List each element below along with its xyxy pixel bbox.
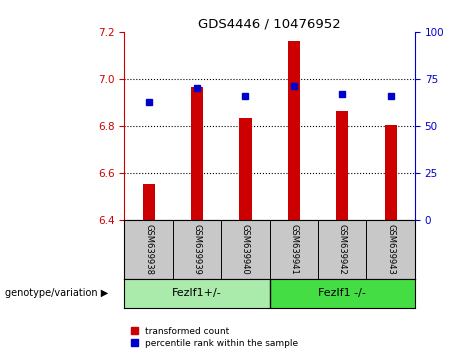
Text: GSM639940: GSM639940: [241, 224, 250, 275]
Bar: [239, 118, 252, 220]
Bar: [191, 87, 203, 220]
Text: GSM639943: GSM639943: [386, 224, 395, 275]
Bar: [124, 279, 270, 308]
Bar: [288, 41, 300, 220]
Legend: transformed count, percentile rank within the sample: transformed count, percentile rank withi…: [129, 325, 300, 349]
Title: GDS4446 / 10476952: GDS4446 / 10476952: [198, 18, 341, 31]
Bar: [384, 125, 397, 220]
Text: genotype/variation ▶: genotype/variation ▶: [5, 289, 108, 298]
Bar: [336, 111, 349, 220]
Bar: [270, 279, 415, 308]
Text: GSM639939: GSM639939: [193, 224, 201, 275]
Bar: [142, 184, 155, 220]
Text: GSM639941: GSM639941: [290, 224, 298, 275]
Text: GSM639942: GSM639942: [338, 224, 347, 275]
Text: Fezlf1 -/-: Fezlf1 -/-: [319, 289, 366, 298]
Text: Fezlf1+/-: Fezlf1+/-: [172, 289, 222, 298]
Text: GSM639938: GSM639938: [144, 224, 153, 275]
